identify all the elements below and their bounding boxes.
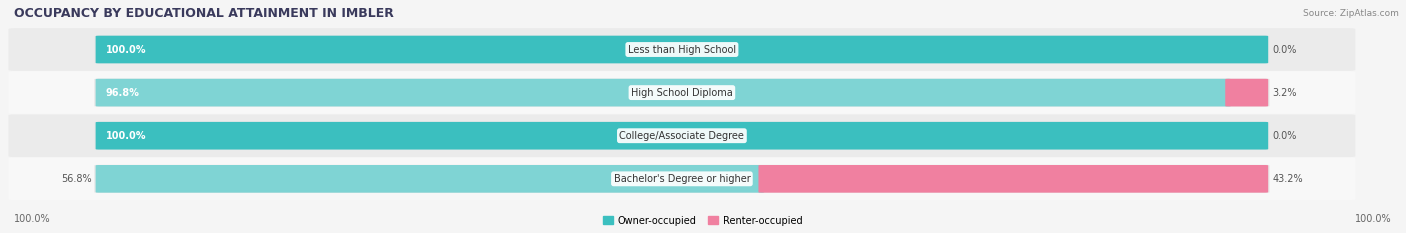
FancyBboxPatch shape xyxy=(8,158,1355,200)
Text: Source: ZipAtlas.com: Source: ZipAtlas.com xyxy=(1303,10,1399,18)
FancyBboxPatch shape xyxy=(96,36,1268,63)
Text: 43.2%: 43.2% xyxy=(1272,174,1303,184)
Text: 3.2%: 3.2% xyxy=(1272,88,1296,98)
FancyBboxPatch shape xyxy=(758,165,1268,193)
Text: 56.8%: 56.8% xyxy=(60,174,91,184)
FancyBboxPatch shape xyxy=(94,79,1270,107)
Legend: Owner-occupied, Renter-occupied: Owner-occupied, Renter-occupied xyxy=(603,216,803,226)
Text: 100.0%: 100.0% xyxy=(105,45,146,55)
Text: OCCUPANCY BY EDUCATIONAL ATTAINMENT IN IMBLER: OCCUPANCY BY EDUCATIONAL ATTAINMENT IN I… xyxy=(14,7,394,21)
Text: 100.0%: 100.0% xyxy=(105,131,146,141)
FancyBboxPatch shape xyxy=(8,71,1355,114)
Text: College/Associate Degree: College/Associate Degree xyxy=(620,131,744,141)
FancyBboxPatch shape xyxy=(94,35,1270,64)
FancyBboxPatch shape xyxy=(94,122,1270,150)
Text: Less than High School: Less than High School xyxy=(628,45,735,55)
Text: 100.0%: 100.0% xyxy=(1355,214,1392,224)
Text: Bachelor's Degree or higher: Bachelor's Degree or higher xyxy=(613,174,751,184)
FancyBboxPatch shape xyxy=(94,165,1270,193)
Text: High School Diploma: High School Diploma xyxy=(631,88,733,98)
Text: 96.8%: 96.8% xyxy=(105,88,139,98)
FancyBboxPatch shape xyxy=(96,122,1268,150)
FancyBboxPatch shape xyxy=(96,79,1230,106)
Text: 0.0%: 0.0% xyxy=(1272,45,1296,55)
FancyBboxPatch shape xyxy=(96,165,763,193)
FancyBboxPatch shape xyxy=(8,114,1355,157)
Text: 100.0%: 100.0% xyxy=(14,214,51,224)
FancyBboxPatch shape xyxy=(8,28,1355,71)
FancyBboxPatch shape xyxy=(1225,79,1268,106)
Text: 0.0%: 0.0% xyxy=(1272,131,1296,141)
